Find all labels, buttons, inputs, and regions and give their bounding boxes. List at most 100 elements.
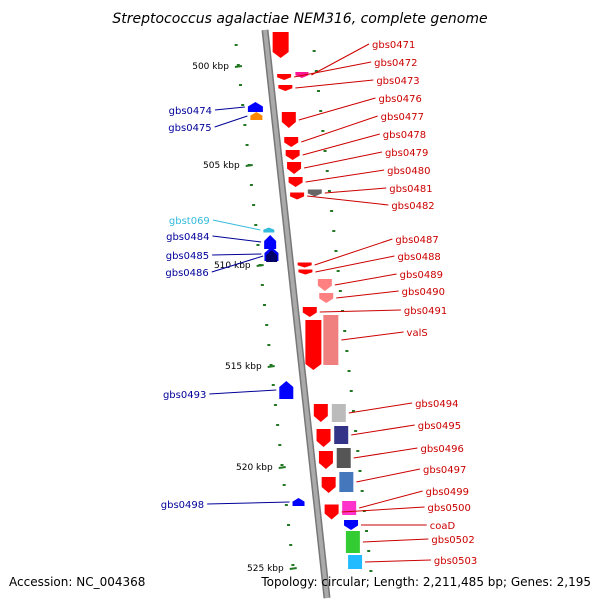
gene-label-gbs0487: gbs0487 <box>395 235 438 246</box>
gene-feature-gbs0497 <box>339 472 354 492</box>
scale-tick-mark <box>289 567 297 570</box>
gene-label-gbs0479: gbs0479 <box>385 148 428 159</box>
label-leader <box>214 115 248 128</box>
gene-feature-gbs0475 <box>250 112 263 120</box>
gene-feature <box>305 320 322 370</box>
backbone-line <box>263 29 329 599</box>
gene-label-gbs0486: gbs0486 <box>165 268 208 279</box>
gene-feature-gbs0480 <box>288 177 303 187</box>
gene-feature-gbs0479 <box>287 162 302 174</box>
gene-label-gbs0503: gbs0503 <box>434 556 477 567</box>
gene-feature-gbs0486 <box>266 250 278 262</box>
scale-tick-label: 515 kbp <box>225 362 262 372</box>
gene-feature <box>313 404 328 422</box>
gene-label-gbs0481: gbs0481 <box>389 184 432 195</box>
scale-tick-mark <box>234 65 243 68</box>
gene-label-gbs0499: gbs0499 <box>426 487 469 498</box>
label-leader <box>319 309 401 313</box>
label-leader <box>214 106 245 111</box>
gene-label-gbs0498: gbs0498 <box>161 500 204 511</box>
gene-feature-gbs0484 <box>264 235 277 249</box>
gene-label-gbs0473: gbs0473 <box>376 76 419 87</box>
gene-feature-gbs0490 <box>319 293 334 303</box>
gene-feature-gbs0503 <box>348 555 363 569</box>
gene-feature-gbs0493 <box>279 381 294 399</box>
scale-tick-mark <box>256 264 264 267</box>
gene-feature-gbs0476 <box>281 112 296 128</box>
gene-label-gbs0478: gbs0478 <box>383 130 426 141</box>
label-leader <box>336 290 399 299</box>
label-leader <box>295 79 374 89</box>
scale-tick-label: 520 kbp <box>236 463 273 473</box>
gene-label-gbs0471: gbs0471 <box>372 40 415 51</box>
gene-feature-valS <box>323 315 339 365</box>
gene-feature-gbs0477 <box>284 137 299 147</box>
label-leader <box>307 195 389 206</box>
label-leader <box>356 468 421 483</box>
label-leader <box>294 61 372 78</box>
gene-label-gbs0484: gbs0484 <box>166 232 209 243</box>
gene-feature-gbs0481 <box>307 189 322 197</box>
gene-label-gbs0496: gbs0496 <box>420 444 463 455</box>
label-leader <box>212 235 262 243</box>
label-leader <box>353 447 418 459</box>
label-leader <box>314 238 393 266</box>
label-leader <box>303 151 383 169</box>
gene-feature <box>316 429 331 447</box>
gene-feature-gbs0495 <box>334 426 349 444</box>
label-leader <box>211 255 264 273</box>
label-leader <box>362 538 429 543</box>
gene-label-gbs0474: gbs0474 <box>169 106 212 117</box>
gene-feature <box>318 451 333 469</box>
gene-label-gbs0477: gbs0477 <box>381 112 424 123</box>
map-title: Streptococcus agalactiae NEM316, complet… <box>112 11 487 27</box>
gene-label-gbs0476: gbs0476 <box>378 94 421 105</box>
gene-feature-gbs0489 <box>317 279 332 291</box>
label-leader <box>365 559 431 563</box>
label-leader <box>341 331 404 341</box>
label-leader <box>334 273 397 286</box>
label-leader <box>359 490 423 509</box>
gene-feature-gbs0498 <box>292 498 305 506</box>
gene-feature-gbs0488 <box>298 269 313 275</box>
scale-tick-label: 505 kbp <box>203 161 240 171</box>
label-leader <box>298 97 376 121</box>
gene-label-gbs0495: gbs0495 <box>418 421 461 432</box>
gene-label-gbs0497: gbs0497 <box>423 465 466 476</box>
gene-feature-gbs0502 <box>345 531 360 553</box>
gene-feature-gbs0499 <box>342 501 357 515</box>
gene-label-gbs0494: gbs0494 <box>415 399 458 410</box>
gene-label-gbs0488: gbs0488 <box>397 252 440 263</box>
gene-label-gbs0489: gbs0489 <box>400 270 443 281</box>
gene-label-coaD: coaD <box>430 521 456 532</box>
genome-summary: Topology: circular; Length: 2,211,485 bp… <box>260 575 591 589</box>
label-leader <box>209 389 277 395</box>
gene-feature-gbs0500 <box>324 504 339 520</box>
gene-feature-gbs0496 <box>336 448 351 468</box>
label-leader <box>212 253 262 256</box>
gene-features <box>247 32 363 569</box>
scale-tick-mark <box>278 466 286 469</box>
label-leader <box>301 115 378 143</box>
gene-label-gbs0480: gbs0480 <box>387 166 430 177</box>
label-leaders <box>207 43 431 563</box>
label-leader <box>302 133 380 156</box>
gene-label-gbs0472: gbs0472 <box>374 58 417 69</box>
gene-feature-gbs0487 <box>297 262 312 268</box>
gene-label-gbst069: gbst069 <box>169 216 210 227</box>
label-leader <box>315 255 395 273</box>
gene-feature <box>272 32 289 58</box>
label-leader <box>351 424 415 436</box>
gene-feature-gbs0482 <box>290 192 305 200</box>
label-leader <box>348 402 413 414</box>
gene-feature-gbs0478 <box>285 150 300 160</box>
gene-feature-gbs0472 <box>277 74 292 80</box>
gene-label-gbs0490: gbs0490 <box>402 287 445 298</box>
gene-feature-gbs0473 <box>278 85 293 91</box>
label-leader <box>311 43 370 76</box>
gene-label-gbs0500: gbs0500 <box>428 503 471 514</box>
backbone <box>261 29 331 599</box>
label-leader <box>324 187 387 194</box>
